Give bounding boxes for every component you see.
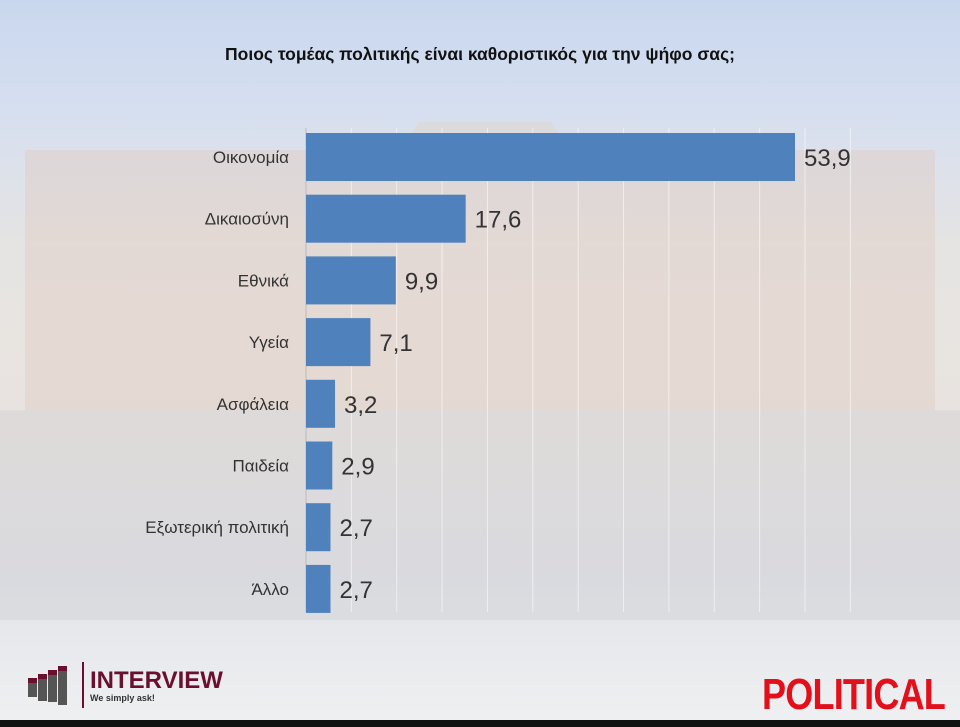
category-label: Ασφάλεια <box>217 395 290 414</box>
bar <box>306 441 333 490</box>
value-label: 2,7 <box>339 577 372 604</box>
category-label: Υγεία <box>249 333 289 352</box>
background-building <box>25 150 935 410</box>
category-label: Εθνικά <box>238 271 289 290</box>
bar <box>306 564 331 613</box>
background-square <box>0 410 960 620</box>
category-label: Δικαιοσύνη <box>205 210 289 229</box>
category-label: Οικονομία <box>213 148 289 167</box>
value-label: 2,9 <box>341 454 374 481</box>
value-label: 3,2 <box>344 392 377 419</box>
value-label: 53,9 <box>804 145 851 172</box>
value-label: 7,1 <box>379 330 412 357</box>
value-label: 9,9 <box>405 268 438 295</box>
chart-title: Ποιος τομέας πολιτικής είναι καθοριστικό… <box>225 44 735 64</box>
bar <box>306 379 336 428</box>
category-label: Εξωτερική πολιτική <box>145 518 289 537</box>
svg-text:INTERVIEW: INTERVIEW <box>90 667 223 694</box>
bar <box>306 503 331 552</box>
interview-logo: INTERVIEW We simply ask! <box>28 662 223 708</box>
value-label: 2,7 <box>339 515 372 542</box>
value-label: 17,6 <box>475 207 522 234</box>
svg-text:We simply ask!: We simply ask! <box>90 693 155 703</box>
bar <box>306 318 371 367</box>
category-label: Παιδεία <box>232 457 289 476</box>
bar <box>306 256 396 305</box>
category-label: Άλλο <box>251 580 289 599</box>
bar <box>306 133 795 181</box>
footer-bar <box>0 720 960 727</box>
bar <box>306 194 466 243</box>
political-logo: POLITICAL <box>762 670 946 719</box>
